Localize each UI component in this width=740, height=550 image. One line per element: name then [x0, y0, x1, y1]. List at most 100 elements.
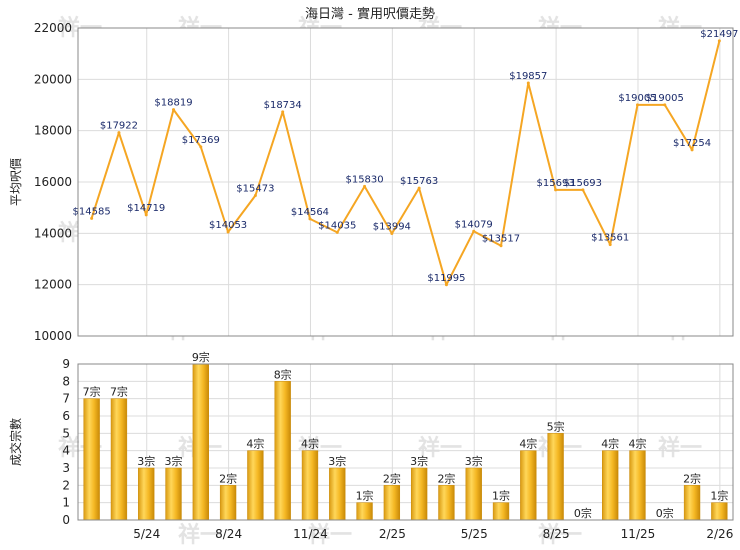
deal-count-label: 4宗	[519, 437, 537, 451]
deal-count-bar	[465, 467, 482, 521]
deal-count-label: 2宗	[383, 471, 401, 485]
line-chart-data-labels: $14585 $17922 $14719 $18819 $17369 $14053 $154…	[73, 29, 739, 284]
price-point	[281, 110, 285, 114]
x-tick-label: 11/25	[621, 527, 656, 541]
price-point	[690, 148, 694, 152]
x-tick-label: 11/24	[293, 527, 328, 541]
x-tick-label: 8/25	[543, 527, 570, 541]
deal-count-bar	[602, 450, 619, 521]
deal-count-bar	[410, 467, 428, 521]
line-y-tick-label: 12000	[34, 278, 72, 292]
price-point	[117, 131, 121, 135]
bar-y-tick-label: 3	[62, 461, 70, 475]
price-data-label: $14079	[455, 219, 493, 230]
price-data-label: $13561	[591, 233, 629, 244]
line-chart-y-ticks: 10000 12000 14000 16000 18000 20000 22000	[34, 21, 72, 343]
price-point	[308, 217, 312, 221]
line-y-tick-label: 18000	[34, 124, 72, 138]
deal-count-bar	[110, 398, 128, 521]
watermark-text: 祥一	[178, 522, 222, 548]
deal-count-bar	[356, 502, 373, 521]
deal-count-bar	[274, 381, 291, 521]
price-data-label: $14585	[73, 206, 111, 217]
price-data-label: $17254	[673, 138, 711, 149]
deal-count-bar	[629, 450, 646, 521]
deal-count-bar	[683, 485, 701, 521]
bar-y-tick-label: 6	[62, 409, 70, 423]
line-y-axis-title: 平均呎價	[9, 158, 23, 206]
x-axis-ticks: 5/24 8/24 11/24 2/25 5/25 8/25 11/25 2/26	[133, 527, 733, 541]
deal-count-bar	[219, 485, 237, 521]
deal-count-bar	[547, 433, 564, 521]
deal-count-bar	[329, 467, 346, 521]
bar-chart-bars	[83, 363, 728, 521]
price-data-label: $14053	[209, 220, 247, 231]
bar-y-tick-label: 8	[62, 374, 70, 388]
deal-count-bar	[247, 450, 264, 521]
price-point	[663, 103, 667, 107]
price-data-label: $19857	[509, 71, 547, 82]
line-chart-series	[90, 39, 721, 287]
price-data-label: $15693	[564, 178, 602, 189]
bar-y-tick-label: 9	[62, 357, 70, 371]
price-data-label: $19005	[618, 93, 656, 104]
bar-chart-data-labels: 7宗 7宗 3宗 3宗 9宗 2宗 4宗 8宗 4宗 3宗 1宗 2宗 3宗 2宗 3宗 1宗 4宗 5宗 0宗 4宗…	[83, 350, 729, 520]
bar-y-tick-label: 1	[62, 496, 70, 510]
deal-count-label: 9宗	[192, 350, 210, 364]
line-y-tick-label: 22000	[34, 21, 72, 35]
deal-count-bar	[301, 450, 319, 521]
price-data-label: $15693	[537, 178, 575, 189]
price-point	[444, 283, 448, 287]
deal-count-label: 0宗	[574, 506, 592, 520]
price-data-label: $14719	[127, 203, 165, 214]
price-data-label: $18734	[264, 100, 302, 111]
deal-count-label: 5宗	[547, 419, 565, 433]
price-point	[253, 194, 257, 198]
deal-count-label: 1宗	[356, 489, 374, 503]
bar-y-tick-label: 7	[62, 392, 70, 406]
deal-count-bar	[711, 502, 728, 521]
deal-count-label: 0宗	[656, 506, 674, 520]
price-point	[390, 231, 394, 235]
line-y-tick-label: 10000	[34, 329, 72, 343]
deal-count-label: 7宗	[110, 385, 128, 399]
price-point	[199, 145, 203, 149]
price-data-label: $14564	[291, 207, 329, 218]
price-point	[499, 244, 503, 248]
price-point	[90, 216, 94, 220]
deal-count-label: 2宗	[219, 471, 237, 485]
price-data-label: $11995	[427, 273, 465, 284]
price-point	[717, 39, 721, 43]
line-y-tick-label: 14000	[34, 226, 72, 240]
price-point	[335, 230, 339, 234]
price-point	[581, 188, 585, 192]
price-data-label: $17369	[182, 135, 220, 146]
watermark-text: 祥一	[308, 522, 352, 548]
deal-count-label: 4宗	[246, 437, 264, 451]
bar-y-tick-label: 4	[62, 444, 70, 458]
chart-title: 海日灣 - 實用呎價走勢	[305, 6, 435, 22]
watermark-text: 祥一	[658, 435, 702, 461]
price-point	[472, 229, 476, 233]
x-tick-label: 2/26	[706, 527, 733, 541]
bar-chart-y-ticks: 0 1 2 3 4 5 6 7 8 9	[62, 357, 70, 527]
x-tick-label: 5/24	[133, 527, 160, 541]
watermark-text: 祥一	[418, 435, 462, 461]
price-data-label: $14035	[318, 220, 356, 231]
deal-count-bar	[192, 363, 209, 521]
watermark-text: 祥一	[538, 522, 582, 548]
price-point	[554, 188, 558, 192]
deal-count-bar	[138, 467, 155, 521]
deal-count-bar	[165, 467, 182, 521]
x-tick-label: 5/25	[461, 527, 488, 541]
deal-count-label: 8宗	[274, 367, 292, 381]
deal-count-label: 2宗	[437, 471, 455, 485]
deal-count-label: 2宗	[683, 471, 701, 485]
price-point	[635, 103, 639, 107]
line-y-tick-label: 16000	[34, 175, 72, 189]
price-line	[90, 40, 721, 286]
bar-plot-border	[77, 363, 734, 521]
deal-count-label: 4宗	[601, 437, 619, 451]
line-y-tick-label: 20000	[34, 72, 72, 86]
deal-count-bar	[383, 485, 401, 521]
